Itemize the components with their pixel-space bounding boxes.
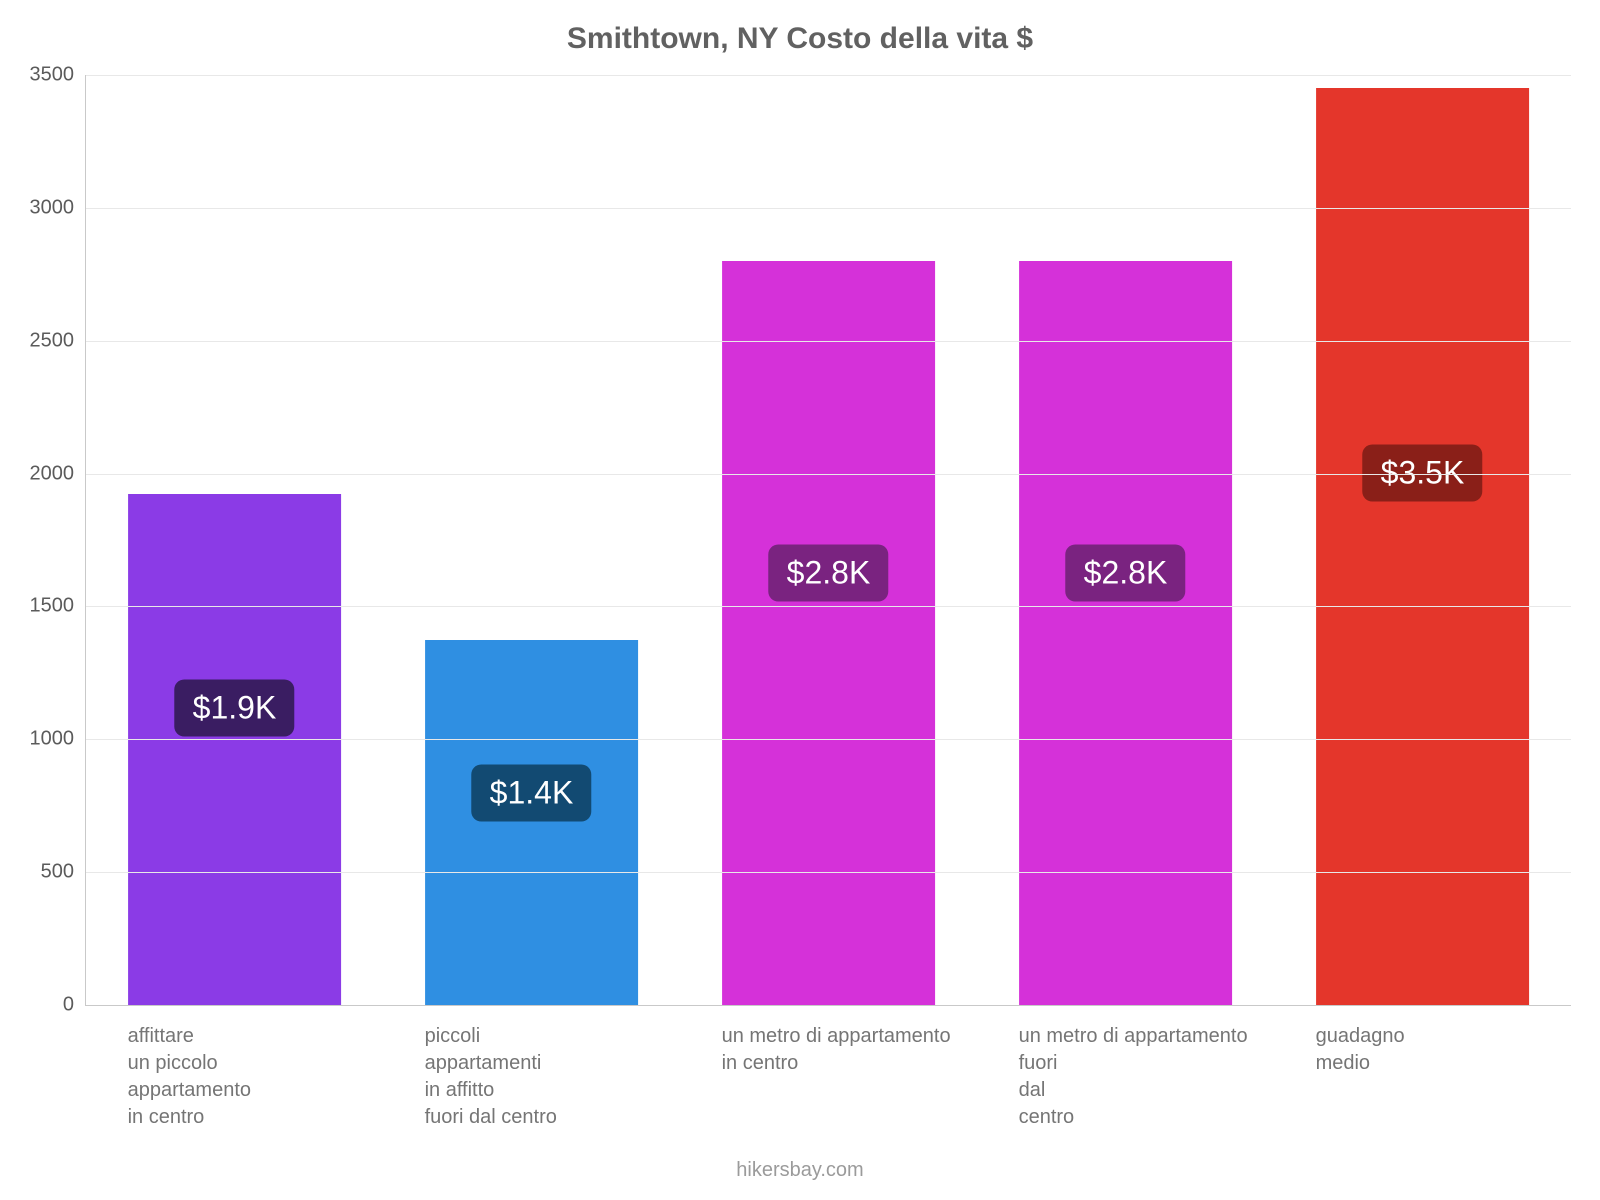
bar: $2.8K: [722, 261, 936, 1005]
bar: $1.9K: [128, 494, 342, 1006]
gridline: [86, 341, 1571, 342]
value-badge: $2.8K: [769, 545, 889, 602]
bar-slot: $2.8Kun metro di appartamentofuoridalcen…: [977, 75, 1274, 1005]
bar-slot: $1.4Kpiccoliappartamentiin affittofuori …: [383, 75, 680, 1005]
chart-container: Smithtown, NY Costo della vita $ $1.9Kaf…: [0, 0, 1600, 1200]
chart-footer: hikersbay.com: [0, 1159, 1600, 1182]
bar: $3.5K: [1316, 88, 1530, 1005]
gridline: [86, 872, 1571, 873]
x-tick-label: guadagnomedio: [1274, 1005, 1571, 1077]
gridline: [86, 75, 1571, 76]
value-badge: $1.9K: [175, 680, 295, 737]
bar: $1.4K: [425, 640, 639, 1005]
y-tick-label: 2500: [30, 329, 87, 352]
bar-slot: $1.9Kaffittareun piccoloappartamentoin c…: [86, 75, 383, 1005]
y-tick-label: 0: [63, 994, 86, 1017]
x-tick-label: piccoliappartamentiin affittofuori dal c…: [383, 1005, 680, 1131]
gridline: [86, 739, 1571, 740]
bar-slot: $3.5Kguadagnomedio: [1274, 75, 1571, 1005]
y-tick-label: 3500: [30, 64, 87, 87]
y-tick-label: 2000: [30, 462, 87, 485]
gridline: [86, 208, 1571, 209]
x-tick-label: un metro di appartamentofuoridalcentro: [977, 1005, 1274, 1131]
bar-slot: $2.8Kun metro di appartamentoin centro: [680, 75, 977, 1005]
y-tick-label: 3000: [30, 196, 87, 219]
value-badge: $2.8K: [1066, 545, 1186, 602]
bar: $2.8K: [1019, 261, 1233, 1005]
y-tick-label: 1000: [30, 728, 87, 751]
plot-area: $1.9Kaffittareun piccoloappartamentoin c…: [85, 75, 1571, 1006]
value-badge: $1.4K: [472, 765, 592, 822]
chart-title: Smithtown, NY Costo della vita $: [0, 22, 1600, 56]
x-tick-label: affittareun piccoloappartamentoin centro: [86, 1005, 383, 1131]
bars-layer: $1.9Kaffittareun piccoloappartamentoin c…: [86, 75, 1571, 1005]
gridline: [86, 606, 1571, 607]
y-tick-label: 500: [41, 861, 86, 884]
gridline: [86, 474, 1571, 475]
y-tick-label: 1500: [30, 595, 87, 618]
x-tick-label: un metro di appartamentoin centro: [680, 1005, 977, 1077]
